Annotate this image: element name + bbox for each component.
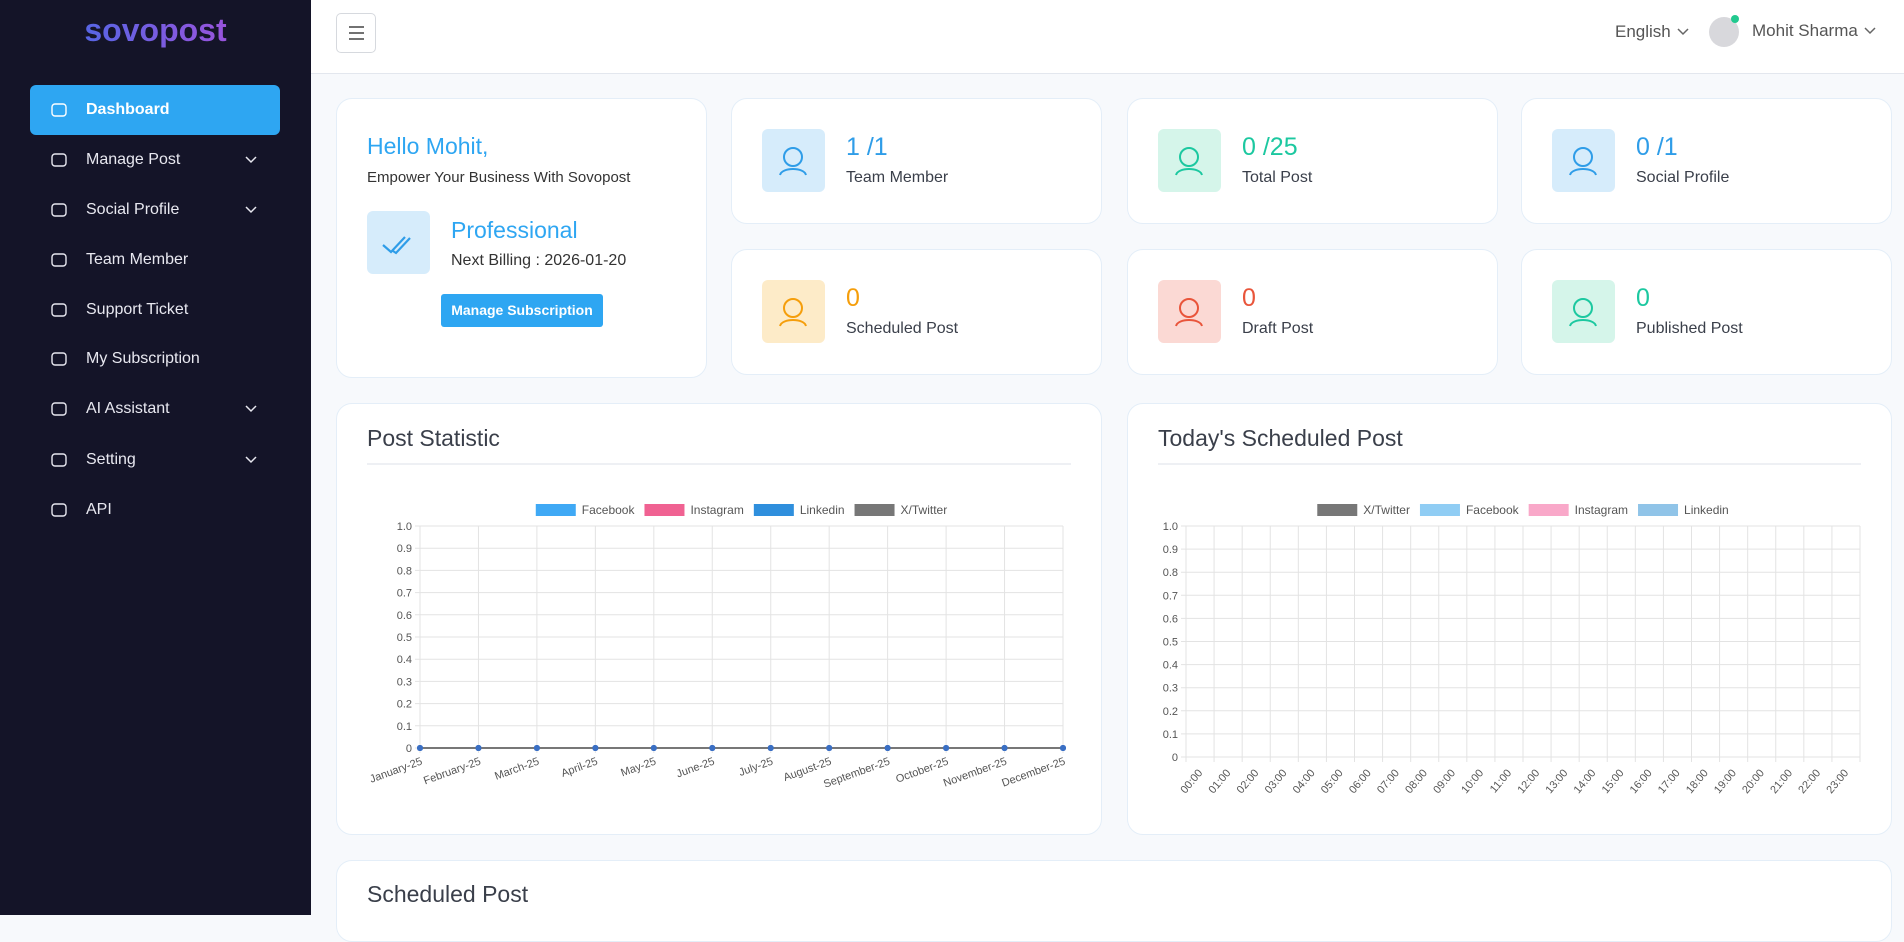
stat-value: 0	[846, 284, 860, 312]
menu-item[interactable]: Support Ticket	[30, 285, 280, 335]
stat-card: 0 Scheduled Post	[731, 249, 1102, 375]
menu-item[interactable]: API	[30, 485, 280, 535]
chevron	[245, 456, 257, 464]
menu-label: Manage Post	[86, 151, 181, 168]
manage-subscription-button[interactable]: Manage Subscription	[441, 294, 603, 327]
stat-value: 0	[1242, 284, 1256, 312]
chart-card	[336, 403, 1102, 835]
stat-value: 0 /25	[1242, 133, 1298, 161]
menu-item[interactable]: Manage Post	[30, 135, 280, 185]
language-select[interactable]: English	[1615, 22, 1690, 42]
menu-label: Team Member	[86, 251, 189, 268]
menu-label: Setting	[86, 451, 136, 468]
menu-label: Dashboard	[86, 101, 170, 118]
stat-icon	[1552, 280, 1615, 343]
menu-item[interactable]: AI Assistant	[30, 384, 280, 434]
stat-icon	[762, 280, 825, 343]
stat-label: Team Member	[846, 169, 949, 186]
welcome-card: Hello Mohit, Empower Your Business With …	[336, 98, 707, 378]
tagline: Empower Your Business With Sovopost	[367, 169, 631, 186]
plan-name: Professional	[451, 217, 578, 243]
menu-icon	[51, 253, 67, 267]
stat-label: Scheduled Post	[846, 320, 959, 337]
stat-card: 0 Published Post	[1521, 249, 1892, 375]
menu-item[interactable]: Dashboard	[30, 85, 280, 135]
stat-label: Social Profile	[1636, 169, 1730, 186]
stat-label: Total Post	[1242, 169, 1313, 186]
menu-label: API	[86, 501, 112, 518]
menu-icon	[51, 503, 67, 517]
user-name: Mohit Sharma	[1752, 21, 1858, 40]
stat-icon	[1158, 280, 1221, 343]
billing-date: Next Billing : 2026-01-20	[451, 252, 627, 269]
stat-card: 0 /25 Total Post	[1127, 98, 1498, 224]
menu-icon	[51, 303, 67, 317]
header: English Mohit Sharma	[311, 0, 1904, 74]
menu-icon	[51, 352, 67, 366]
menu-item[interactable]: Setting	[30, 435, 280, 485]
menu-icon	[51, 402, 67, 416]
menu-label: Social Profile	[86, 201, 180, 218]
stat-label: Published Post	[1636, 320, 1743, 337]
menu-icon	[51, 103, 67, 117]
plan-icon	[367, 211, 430, 274]
menu-item[interactable]: Team Member	[30, 235, 280, 285]
scheduled-card: Scheduled Post	[336, 860, 1892, 942]
menu-toggle[interactable]	[336, 13, 376, 53]
logo[interactable]: sovopost	[0, 12, 311, 49]
user-menu[interactable]: Mohit Sharma	[1752, 21, 1877, 41]
menu-label: AI Assistant	[86, 400, 170, 417]
stat-card: 0 Draft Post	[1127, 249, 1498, 375]
online-dot	[1731, 15, 1739, 23]
stat-icon	[1552, 129, 1615, 192]
menu-icon	[51, 453, 67, 467]
menu-label: Support Ticket	[86, 301, 189, 318]
sidebar: sovopost Dashboard Manage Post Social Prof…	[0, 0, 311, 915]
stat-icon	[762, 129, 825, 192]
stat-card: 1 /1 Team Member	[731, 98, 1102, 224]
chart-card	[1127, 403, 1892, 835]
section-title: Scheduled Post	[367, 881, 529, 907]
greeting: Hello Mohit,	[367, 133, 489, 159]
stat-icon	[1158, 129, 1221, 192]
menu-item[interactable]: Social Profile	[30, 185, 280, 235]
stat-card: 0 /1 Social Profile	[1521, 98, 1892, 224]
language: English	[1615, 22, 1671, 41]
stat-value: 0 /1	[1636, 133, 1678, 161]
stat-value: 0	[1636, 284, 1650, 312]
chevron	[245, 405, 257, 413]
menu-icon	[51, 153, 67, 167]
chevron	[245, 156, 257, 164]
menu-label: My Subscription	[86, 350, 200, 367]
stat-value: 1 /1	[846, 133, 888, 161]
menu-icon	[51, 203, 67, 217]
chevron	[245, 206, 257, 214]
menu-item[interactable]: My Subscription	[30, 334, 280, 384]
stat-label: Draft Post	[1242, 320, 1314, 337]
